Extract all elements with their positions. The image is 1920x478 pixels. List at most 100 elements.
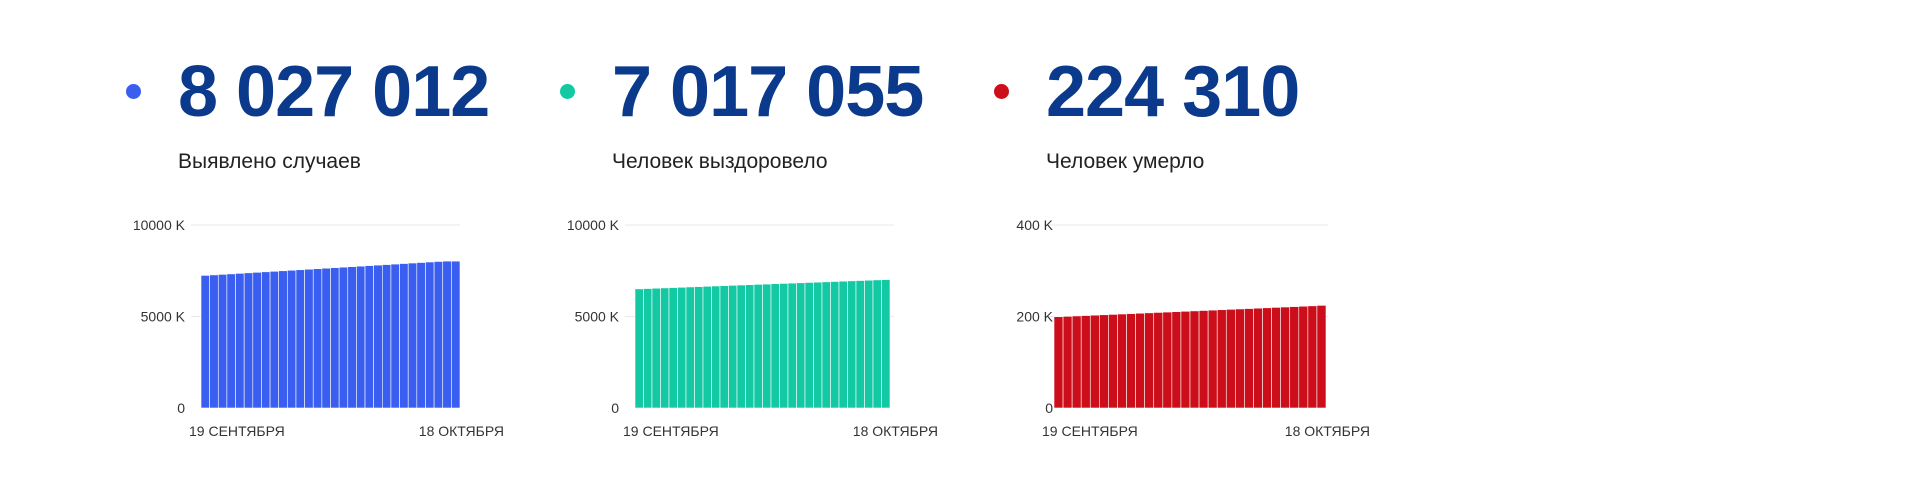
bar	[209, 274, 219, 409]
bar	[295, 269, 305, 409]
recovered-panel: 7 017 055 Человек выздоровело 0 5000 K 100…	[560, 0, 980, 478]
x-start-label: 19 СЕНТЯБРЯ	[623, 423, 719, 439]
y-tick-label: 10000 K	[567, 217, 620, 233]
x-end-label: 18 ОКТЯБРЯ	[1285, 423, 1370, 439]
bar	[694, 286, 704, 409]
bar	[287, 269, 297, 409]
bar	[762, 283, 772, 409]
bar	[872, 279, 882, 409]
bar	[1280, 306, 1291, 409]
bar	[321, 267, 331, 409]
cases-total: 8 027 012	[178, 52, 490, 132]
recovered-chart: 0 5000 K 10000 K 19 СЕНТЯБРЯ 18 ОКТЯБРЯ	[567, 217, 938, 439]
bar	[1099, 314, 1109, 409]
bar	[364, 265, 374, 409]
bar	[728, 285, 738, 409]
bar	[711, 285, 721, 409]
bar	[813, 281, 823, 409]
bar	[399, 263, 409, 409]
bar	[200, 275, 210, 409]
bar	[330, 267, 340, 409]
recovered-total: 7 017 055	[612, 52, 924, 132]
bar	[1162, 311, 1173, 409]
bar	[338, 266, 349, 409]
x-end-label: 18 ОКТЯБРЯ	[419, 423, 504, 439]
bar	[770, 283, 780, 409]
bar	[1180, 310, 1191, 409]
bar	[779, 283, 789, 409]
bar	[736, 284, 746, 409]
bar	[1080, 315, 1091, 409]
bar	[1298, 305, 1309, 409]
bar	[1244, 308, 1254, 409]
y-tick-label: 200 K	[1016, 309, 1053, 325]
bar	[1225, 309, 1236, 409]
bar	[425, 261, 435, 409]
bar	[278, 270, 288, 409]
bar	[651, 287, 661, 409]
bar	[261, 271, 271, 409]
bar	[1271, 307, 1281, 409]
bar	[881, 279, 891, 409]
bar	[1153, 312, 1164, 409]
deaths-chart: 0 200 K 400 K 19 СЕНТЯБРЯ 18 ОКТЯБРЯ	[1016, 217, 1370, 439]
bar	[643, 288, 653, 409]
y-tick-label: 5000 K	[141, 309, 186, 325]
bar	[416, 262, 426, 409]
bar	[804, 282, 814, 409]
bar	[451, 260, 461, 409]
bar	[1135, 312, 1145, 409]
y-tick-label: 10000 K	[133, 217, 186, 233]
bar	[821, 281, 831, 409]
bar	[407, 262, 418, 409]
bar	[1089, 314, 1100, 409]
bar	[433, 261, 444, 409]
bar	[243, 272, 254, 409]
bar	[1235, 308, 1245, 409]
bar	[235, 273, 245, 409]
cases-label: Выявлено случаев	[178, 150, 361, 173]
bar	[634, 288, 644, 409]
y-tick-label: 0	[177, 400, 185, 416]
deaths-legend-dot	[994, 84, 1009, 99]
bar	[1053, 316, 1064, 409]
bar	[753, 284, 763, 409]
bar	[1117, 313, 1127, 409]
bar	[796, 282, 806, 409]
bar	[677, 286, 687, 409]
bar	[356, 265, 366, 409]
x-end-label: 18 ОКТЯБРЯ	[853, 423, 938, 439]
bar	[217, 274, 228, 409]
y-tick-label: 0	[1045, 400, 1053, 416]
bar	[745, 284, 755, 409]
deaths-panel: 224 310 Человек умерло 0 200 K 400 K 19 СЕН…	[994, 0, 1414, 478]
cases-legend-dot	[126, 84, 141, 99]
cases-panel: 8 027 012 Выявлено случаев 0 5000 K 10000 …	[126, 0, 546, 478]
bar	[304, 268, 314, 409]
bar	[269, 270, 279, 409]
bar	[347, 266, 357, 409]
bar	[787, 282, 797, 409]
bar	[226, 273, 236, 409]
recovered-label: Человек выздоровело	[612, 150, 828, 173]
bar	[1207, 309, 1218, 409]
bar	[719, 285, 729, 409]
bar	[855, 280, 865, 409]
deaths-label: Человек умерло	[1046, 150, 1205, 173]
bar	[390, 263, 400, 409]
y-tick-label: 5000 K	[575, 309, 620, 325]
bar	[1171, 311, 1182, 409]
bar	[442, 260, 452, 409]
bar	[1262, 307, 1272, 409]
bar	[1062, 316, 1073, 409]
bar	[252, 272, 262, 409]
bar	[1071, 315, 1082, 409]
bar	[381, 264, 392, 409]
x-start-label: 19 СЕНТЯБРЯ	[1042, 423, 1138, 439]
bar	[702, 286, 712, 409]
bar	[312, 268, 323, 409]
bar	[1198, 310, 1209, 409]
bar	[1108, 314, 1118, 409]
bar	[1126, 313, 1136, 409]
bar	[1189, 310, 1200, 409]
